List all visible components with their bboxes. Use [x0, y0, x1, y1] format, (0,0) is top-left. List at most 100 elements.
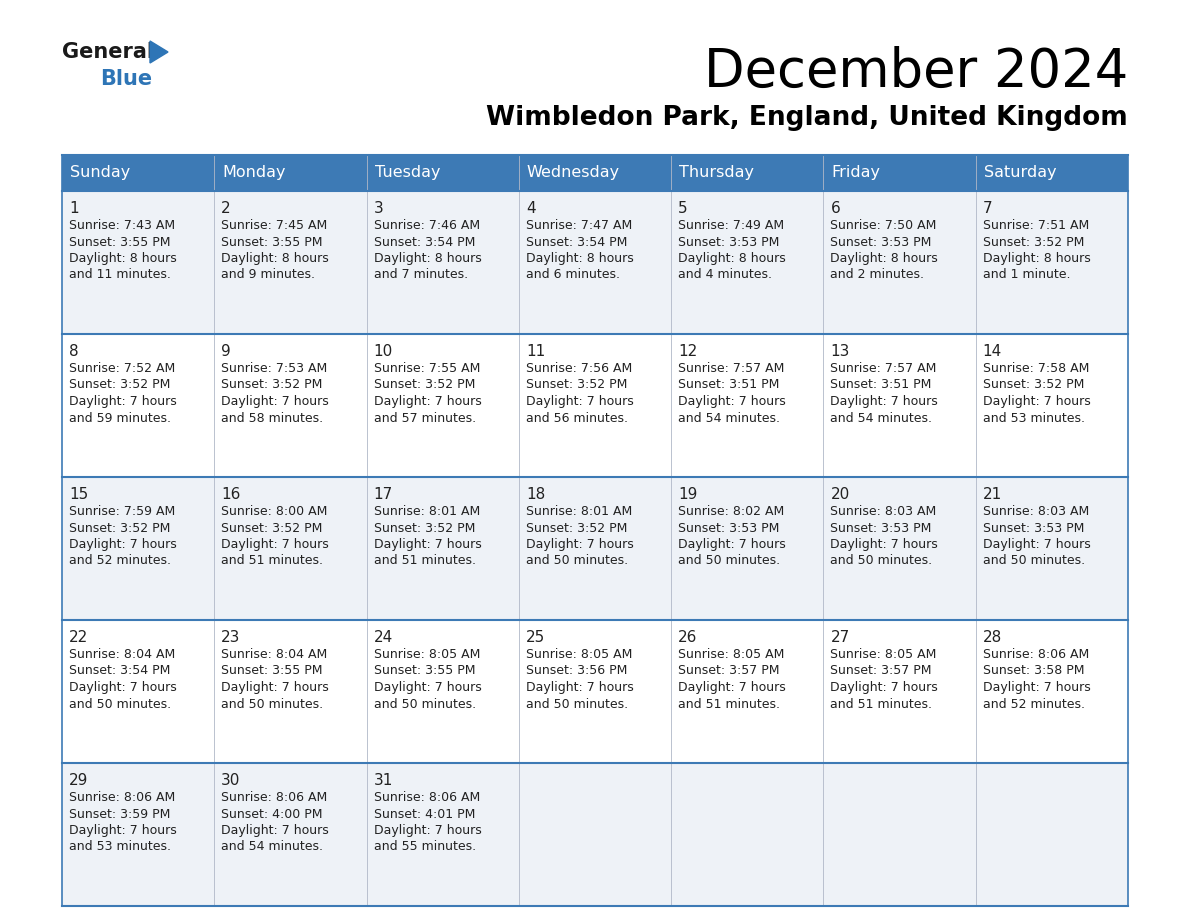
- Text: Tuesday: Tuesday: [374, 165, 440, 181]
- Text: and 52 minutes.: and 52 minutes.: [982, 698, 1085, 711]
- Text: Sunrise: 8:02 AM: Sunrise: 8:02 AM: [678, 505, 784, 518]
- Bar: [62, 620, 1127, 763]
- Text: Sunrise: 7:56 AM: Sunrise: 7:56 AM: [526, 362, 632, 375]
- Text: and 50 minutes.: and 50 minutes.: [830, 554, 933, 567]
- Text: Sunrise: 7:49 AM: Sunrise: 7:49 AM: [678, 219, 784, 232]
- Text: Sunrise: 8:01 AM: Sunrise: 8:01 AM: [373, 505, 480, 518]
- Text: Daylight: 7 hours: Daylight: 7 hours: [678, 395, 786, 408]
- Text: Sunset: 3:52 PM: Sunset: 3:52 PM: [69, 521, 170, 534]
- Text: and 50 minutes.: and 50 minutes.: [221, 698, 323, 711]
- Text: Thursday: Thursday: [680, 165, 754, 181]
- Text: Daylight: 7 hours: Daylight: 7 hours: [373, 681, 481, 694]
- Text: 27: 27: [830, 630, 849, 645]
- Text: Blue: Blue: [100, 69, 152, 89]
- Text: 16: 16: [221, 487, 241, 502]
- Text: Sunset: 3:59 PM: Sunset: 3:59 PM: [69, 808, 170, 821]
- Text: Daylight: 7 hours: Daylight: 7 hours: [69, 824, 177, 837]
- Text: Sunrise: 7:46 AM: Sunrise: 7:46 AM: [373, 219, 480, 232]
- Text: Saturday: Saturday: [984, 165, 1056, 181]
- Text: Sunrise: 7:59 AM: Sunrise: 7:59 AM: [69, 505, 176, 518]
- Text: Sunset: 3:57 PM: Sunset: 3:57 PM: [678, 665, 779, 677]
- Text: Sunrise: 8:06 AM: Sunrise: 8:06 AM: [982, 648, 1089, 661]
- Bar: [62, 191, 1127, 334]
- Text: 19: 19: [678, 487, 697, 502]
- Text: 29: 29: [69, 773, 88, 788]
- Text: Sunset: 3:52 PM: Sunset: 3:52 PM: [982, 378, 1085, 391]
- Text: Sunset: 3:52 PM: Sunset: 3:52 PM: [221, 378, 323, 391]
- Text: and 51 minutes.: and 51 minutes.: [830, 698, 933, 711]
- Text: Sunset: 3:54 PM: Sunset: 3:54 PM: [69, 665, 170, 677]
- Text: and 57 minutes.: and 57 minutes.: [373, 411, 475, 424]
- Text: 26: 26: [678, 630, 697, 645]
- Text: Daylight: 7 hours: Daylight: 7 hours: [982, 538, 1091, 551]
- Text: Daylight: 7 hours: Daylight: 7 hours: [373, 395, 481, 408]
- Text: Sunrise: 7:55 AM: Sunrise: 7:55 AM: [373, 362, 480, 375]
- Text: 25: 25: [526, 630, 545, 645]
- Text: Sunset: 3:55 PM: Sunset: 3:55 PM: [69, 236, 171, 249]
- Text: and 51 minutes.: and 51 minutes.: [678, 698, 781, 711]
- Text: 18: 18: [526, 487, 545, 502]
- Text: Daylight: 8 hours: Daylight: 8 hours: [373, 252, 481, 265]
- Text: Sunset: 3:53 PM: Sunset: 3:53 PM: [982, 521, 1085, 534]
- Bar: [62, 155, 214, 191]
- Text: Daylight: 7 hours: Daylight: 7 hours: [830, 538, 939, 551]
- Text: 12: 12: [678, 344, 697, 359]
- Bar: [823, 155, 975, 191]
- Text: and 4 minutes.: and 4 minutes.: [678, 268, 772, 282]
- Text: Sunset: 3:55 PM: Sunset: 3:55 PM: [373, 665, 475, 677]
- Text: Sunset: 3:53 PM: Sunset: 3:53 PM: [678, 521, 779, 534]
- Text: 5: 5: [678, 201, 688, 216]
- Text: 28: 28: [982, 630, 1001, 645]
- Text: and 59 minutes.: and 59 minutes.: [69, 411, 171, 424]
- Text: Daylight: 7 hours: Daylight: 7 hours: [69, 681, 177, 694]
- Text: 9: 9: [221, 344, 230, 359]
- Text: Sunset: 3:54 PM: Sunset: 3:54 PM: [526, 236, 627, 249]
- Text: Sunrise: 7:43 AM: Sunrise: 7:43 AM: [69, 219, 175, 232]
- Text: December 2024: December 2024: [703, 46, 1127, 98]
- Text: and 55 minutes.: and 55 minutes.: [373, 841, 475, 854]
- Text: and 6 minutes.: and 6 minutes.: [526, 268, 620, 282]
- Text: Sunset: 3:56 PM: Sunset: 3:56 PM: [526, 665, 627, 677]
- Text: Sunrise: 7:51 AM: Sunrise: 7:51 AM: [982, 219, 1089, 232]
- Text: Sunrise: 8:05 AM: Sunrise: 8:05 AM: [830, 648, 937, 661]
- Text: and 50 minutes.: and 50 minutes.: [982, 554, 1085, 567]
- Text: and 51 minutes.: and 51 minutes.: [221, 554, 323, 567]
- Text: Daylight: 7 hours: Daylight: 7 hours: [373, 538, 481, 551]
- Text: 14: 14: [982, 344, 1001, 359]
- Text: and 50 minutes.: and 50 minutes.: [526, 698, 628, 711]
- Text: Sunrise: 7:52 AM: Sunrise: 7:52 AM: [69, 362, 176, 375]
- Text: and 50 minutes.: and 50 minutes.: [69, 698, 171, 711]
- Text: Sunrise: 8:03 AM: Sunrise: 8:03 AM: [830, 505, 936, 518]
- Text: Sunset: 3:51 PM: Sunset: 3:51 PM: [678, 378, 779, 391]
- Text: Sunrise: 7:57 AM: Sunrise: 7:57 AM: [678, 362, 784, 375]
- Text: Daylight: 7 hours: Daylight: 7 hours: [526, 395, 633, 408]
- Text: 11: 11: [526, 344, 545, 359]
- Polygon shape: [150, 41, 168, 63]
- Text: and 9 minutes.: and 9 minutes.: [221, 268, 315, 282]
- Text: Sunrise: 8:05 AM: Sunrise: 8:05 AM: [373, 648, 480, 661]
- Text: Sunrise: 8:06 AM: Sunrise: 8:06 AM: [221, 791, 328, 804]
- Text: Daylight: 7 hours: Daylight: 7 hours: [221, 681, 329, 694]
- Text: Daylight: 7 hours: Daylight: 7 hours: [526, 681, 633, 694]
- Text: Sunrise: 8:04 AM: Sunrise: 8:04 AM: [221, 648, 328, 661]
- Text: Sunset: 4:01 PM: Sunset: 4:01 PM: [373, 808, 475, 821]
- Bar: [671, 155, 823, 191]
- Bar: [975, 155, 1127, 191]
- Text: Daylight: 8 hours: Daylight: 8 hours: [678, 252, 786, 265]
- Text: 7: 7: [982, 201, 992, 216]
- Text: and 51 minutes.: and 51 minutes.: [373, 554, 475, 567]
- Bar: [519, 155, 671, 191]
- Text: Sunset: 3:53 PM: Sunset: 3:53 PM: [830, 521, 931, 534]
- Text: Sunset: 3:55 PM: Sunset: 3:55 PM: [221, 665, 323, 677]
- Text: Sunrise: 8:04 AM: Sunrise: 8:04 AM: [69, 648, 176, 661]
- Text: Sunrise: 7:45 AM: Sunrise: 7:45 AM: [221, 219, 328, 232]
- Text: Daylight: 7 hours: Daylight: 7 hours: [678, 681, 786, 694]
- Text: Sunrise: 7:58 AM: Sunrise: 7:58 AM: [982, 362, 1089, 375]
- Text: Daylight: 8 hours: Daylight: 8 hours: [982, 252, 1091, 265]
- Text: Daylight: 8 hours: Daylight: 8 hours: [69, 252, 177, 265]
- Text: 3: 3: [373, 201, 384, 216]
- Text: Sunrise: 7:57 AM: Sunrise: 7:57 AM: [830, 362, 937, 375]
- Text: Daylight: 8 hours: Daylight: 8 hours: [221, 252, 329, 265]
- Text: Daylight: 7 hours: Daylight: 7 hours: [678, 538, 786, 551]
- Text: 15: 15: [69, 487, 88, 502]
